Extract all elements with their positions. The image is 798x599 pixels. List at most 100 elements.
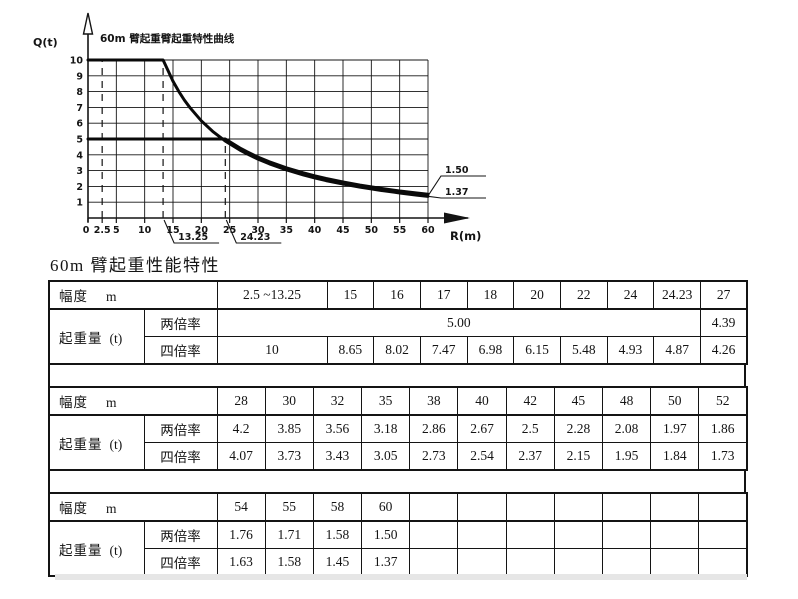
radius-header-cell: 32 — [312, 386, 363, 416]
four-fall-value-cell — [553, 548, 604, 577]
radius-header-cell: 22 — [559, 280, 608, 310]
four-fall-value-cell: 3.43 — [312, 442, 363, 471]
y-tick-label: 8 — [76, 87, 83, 98]
radius-header-cell — [602, 492, 652, 522]
four-fall-value-cell: 4.87 — [653, 336, 702, 365]
capacity-tables: 幅度 m 2.5 ~13.25 15 16 17 18 20 22 24 24.23 27 起重量 (t)… — [48, 280, 749, 577]
capacity-label-cell: 起重量 (t) — [48, 414, 145, 471]
capacity-table-3: 幅度 m 54 55 58 60 起重量 (t) 两倍率 1.76 1.71 1.58 1.50 四倍率 1… — [48, 492, 749, 577]
radius-label: 幅度 — [59, 395, 88, 410]
two-fall-value-cell: 1.58 — [312, 520, 363, 549]
two-fall-value-cell — [602, 520, 652, 549]
four-fall-value-cell: 10 — [216, 336, 328, 365]
y-tick-label: 1 — [76, 198, 83, 209]
capacity-curve — [86, 137, 430, 196]
four-fall-value-cell: 2.15 — [553, 442, 604, 471]
radius-header-cell: 18 — [466, 280, 515, 310]
y-tick-label: 5 — [76, 135, 83, 146]
four-fall-value-cell: 2.54 — [457, 442, 507, 471]
radius-header-cell: 54 — [216, 492, 266, 522]
two-fall-value-cell — [553, 520, 604, 549]
four-fall-value-cell: 6.15 — [513, 336, 561, 365]
radius-header-cell: 30 — [264, 386, 314, 416]
capacity-label-cell: 起重量 (t) — [48, 308, 145, 365]
capacity-chart: 0 2.5 5 10 15 20 25 30 35 40 45 50 55 60 1 2 3 4 5 6 7 8 9 10 13… — [30, 8, 500, 256]
radius-header-row: 幅度 m 2.5 ~13.25 15 16 17 18 20 22 24 24.23 27 — [48, 280, 748, 310]
two-fall-value-cell: 4.2 — [216, 414, 266, 443]
x-tick-label: 20 — [195, 225, 209, 236]
radius-header-cell: 45 — [553, 386, 604, 416]
x-tick-label: 5 — [113, 225, 120, 236]
callout-leader — [163, 219, 220, 244]
x-tick-label: 30 — [251, 225, 265, 236]
x-tick-label: 55 — [393, 225, 406, 236]
table-frame-gap — [48, 365, 746, 386]
two-fall-value-cell: 1.50 — [361, 520, 411, 549]
x-tick-label: 10 — [138, 225, 152, 236]
table-title: 60m 臂起重性能特性 — [50, 256, 220, 275]
x-tick-label: 45 — [336, 225, 349, 236]
radius-header-cell: 20 — [513, 280, 561, 310]
radius-header-cell: 48 — [602, 386, 652, 416]
two-fall-value-cell: 2.67 — [457, 414, 507, 443]
y-tick-label: 3 — [76, 166, 83, 177]
x-tick-label: 60 — [421, 225, 435, 236]
capacity-unit: (t) — [109, 436, 123, 452]
callout-leader — [428, 175, 486, 195]
x-tick-label: 2.5 — [94, 225, 111, 236]
four-fall-value-cell: 4.07 — [216, 442, 266, 471]
four-fall-value-cell: 4.26 — [700, 336, 748, 365]
four-fall-row: 四倍率 4.07 3.73 3.43 3.05 2.73 2.54 2.37 2.15 1.95 1… — [49, 442, 748, 471]
radius-header-cell: 52 — [698, 386, 748, 416]
two-fall-value-cell: 3.18 — [361, 414, 411, 443]
four-fall-value-cell: 1.37 — [361, 548, 411, 577]
radius-header-cell: 50 — [650, 386, 700, 416]
radius-label-cell: 幅度 m — [48, 492, 218, 522]
two-fall-value-cell: 5.00 — [216, 308, 702, 337]
two-fall-row: 起重量 (t) 两倍率 4.2 3.85 3.56 3.18 2.86 2.67 2.5 2.28 2… — [48, 414, 748, 471]
capacity-table-2: 幅度 m 28 30 32 35 38 40 42 45 48 50 52 起重量 (t) 两倍率 4.2 3.8… — [48, 386, 749, 471]
radius-header-cell — [505, 492, 555, 522]
two-fall-label-cell: 两倍率 — [143, 308, 218, 337]
capacity-curve-svg: 0 2.5 5 10 15 20 25 30 35 40 45 50 55 601234567891013… — [33, 12, 486, 244]
four-fall-value-cell: 1.84 — [650, 442, 700, 471]
two-fall-value-cell: 1.71 — [264, 520, 314, 549]
radius-callout-label: 24.23 — [240, 232, 270, 243]
x-tick-label: 25 — [223, 225, 236, 236]
y-axis-label: Q(t) — [33, 36, 58, 49]
capacity-callout-label: 1.50 — [445, 165, 469, 176]
x-tick-label: 35 — [280, 225, 293, 236]
four-fall-value-cell: 2.73 — [409, 442, 459, 471]
two-fall-value-cell: 2.08 — [602, 414, 652, 443]
radius-header-cell: 27 — [700, 280, 748, 310]
y-tick-label: 7 — [76, 103, 83, 114]
four-fall-value-cell: 1.73 — [698, 442, 748, 471]
y-tick-label: 4 — [76, 150, 83, 161]
callout-leader — [225, 219, 282, 244]
two-fall-value-cell — [698, 520, 748, 549]
callout-leader — [428, 195, 486, 199]
radius-header-row: 幅度 m 54 55 58 60 — [48, 492, 748, 522]
capacity-label: 起重量 — [59, 330, 103, 346]
radius-unit: m — [106, 395, 117, 410]
two-fall-value-cell — [457, 520, 507, 549]
radius-header-cell: 28 — [216, 386, 266, 416]
four-fall-value-cell: 3.05 — [361, 442, 411, 471]
radius-label: 幅度 — [59, 501, 88, 516]
radius-label: 幅度 — [59, 289, 88, 304]
radius-header-cell: 15 — [326, 280, 375, 310]
four-fall-value-cell: 1.63 — [216, 548, 266, 577]
chart-title: 60m 臂起重臂起重特性曲线 — [100, 32, 235, 45]
four-fall-value-cell — [457, 548, 507, 577]
radius-header-cell: 24.23 — [653, 280, 702, 310]
radius-header-cell: 60 — [361, 492, 411, 522]
y-tick-label: 2 — [76, 182, 83, 193]
two-fall-row: 起重量 (t) 两倍率 1.76 1.71 1.58 1.50 — [48, 520, 748, 577]
two-fall-value-cell: 1.97 — [650, 414, 700, 443]
x-tick-label: 0 — [83, 225, 90, 236]
radius-label-cell: 幅度 m — [48, 280, 218, 310]
y-axis-arrow — [82, 12, 94, 35]
x-tick-label: 15 — [166, 225, 179, 236]
capacity-table-1: 幅度 m 2.5 ~13.25 15 16 17 18 20 22 24 24.23 27 起重量 (t)… — [48, 280, 749, 365]
